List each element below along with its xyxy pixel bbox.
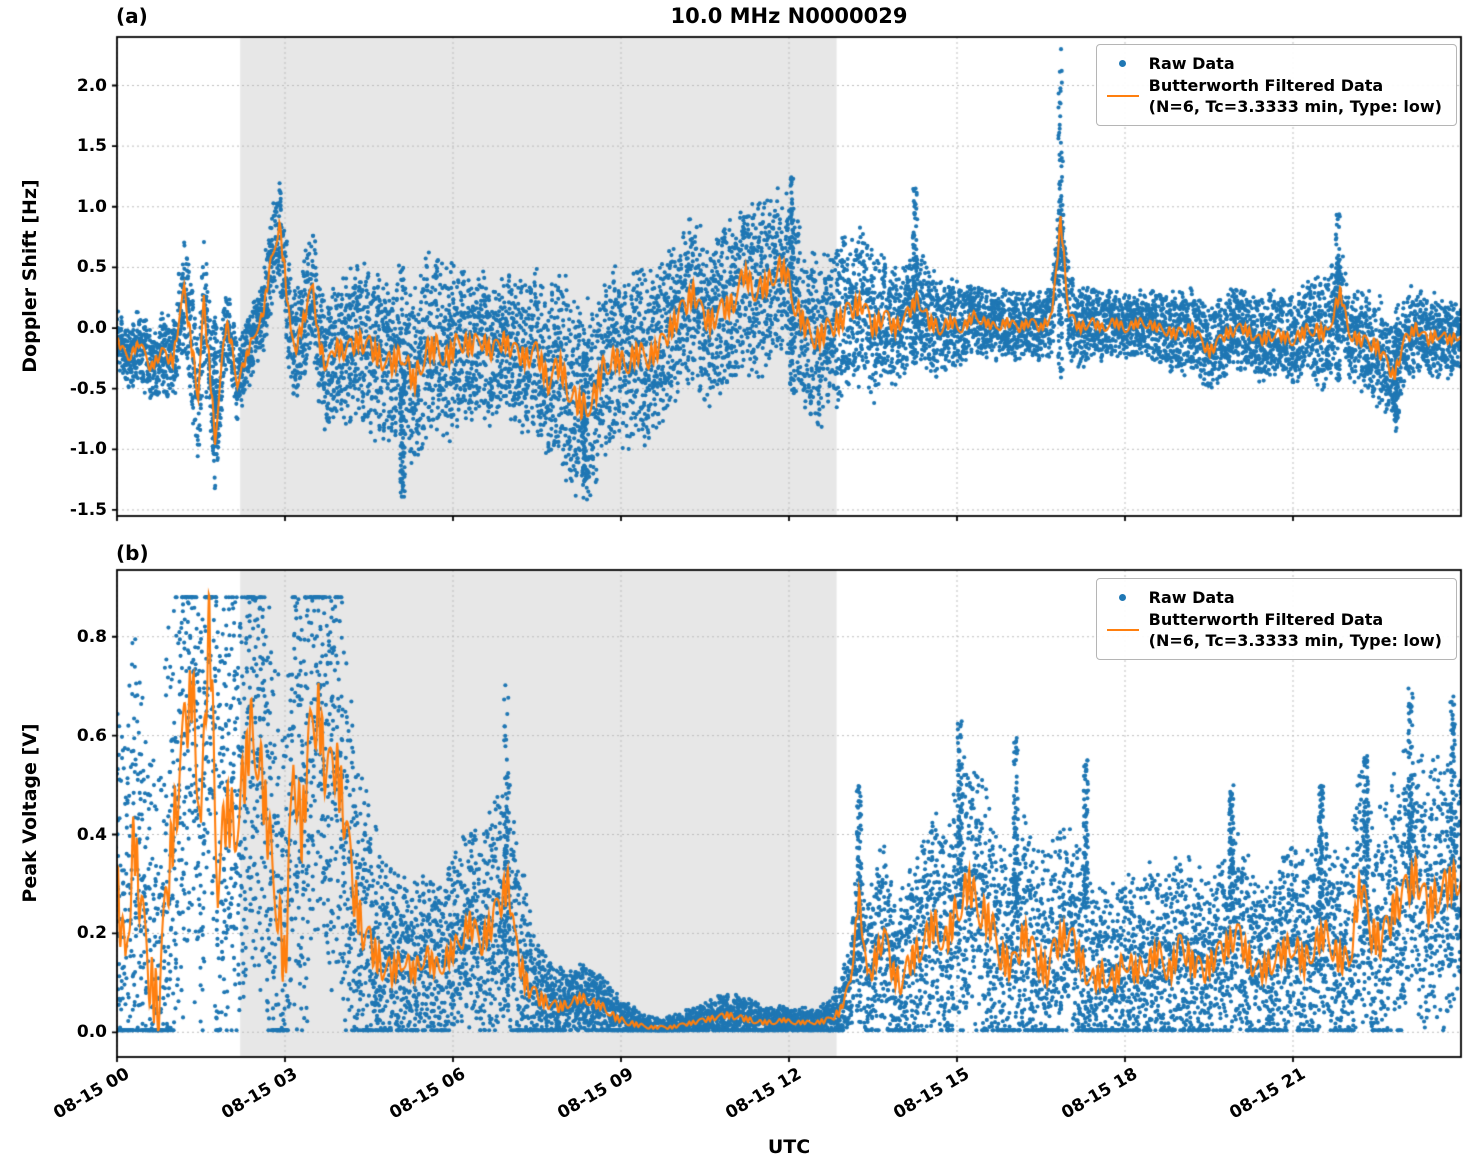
- panel-b-tag: (b): [116, 541, 149, 565]
- filtered-line-marker-icon: [1106, 629, 1139, 632]
- legend-filtered-label: Butterworth Filtered Data (N=6, Tc=3.3333…: [1148, 610, 1442, 651]
- y-tick-label: 0.0: [76, 1022, 107, 1043]
- legend-entry-raw: Raw Data: [1107, 587, 1442, 608]
- legend-filtered-label: Butterworth Filtered Data (N=6, Tc=3.3333…: [1148, 76, 1442, 117]
- y-tick-label: -1.5: [69, 499, 107, 520]
- legend-entry-raw: Raw Data: [1107, 53, 1442, 74]
- raw-data-marker-icon: [1119, 594, 1127, 602]
- filtered-line-marker-icon: [1106, 95, 1139, 98]
- legend-panel-a: Raw Data Butterworth Filtered Data (N=6, …: [1095, 44, 1457, 127]
- y-tick-label: 1.0: [76, 196, 107, 217]
- x-axis-label: UTC: [767, 1136, 811, 1158]
- y-tick-label: -0.5: [69, 378, 107, 399]
- figure-title: 10.0 MHz N0000029: [670, 4, 908, 28]
- legend-entry-filtered: Butterworth Filtered Data (N=6, Tc=3.3333…: [1106, 609, 1442, 651]
- y-tick-label: 0.5: [76, 257, 107, 278]
- panel-a-tag: (a): [116, 4, 148, 28]
- y-tick-label: 0.6: [76, 725, 107, 746]
- y-tick-label: 0.2: [76, 923, 107, 944]
- y-tick-label: 0.8: [76, 626, 107, 647]
- legend-panel-b: Raw Data Butterworth Filtered Data (N=6, …: [1095, 578, 1457, 661]
- y-tick-label: 1.5: [76, 136, 107, 157]
- y-tick-label: 2.0: [76, 75, 107, 96]
- y-tick-label: 0.4: [76, 824, 107, 845]
- y-tick-label: 0.0: [76, 318, 107, 339]
- raw-data-marker-icon: [1119, 60, 1127, 68]
- y-tick-label: -1.0: [69, 439, 107, 460]
- legend-raw-label: Raw Data: [1148, 54, 1235, 73]
- panel-b-y-axis-label: Peak Voltage [V]: [19, 723, 41, 903]
- legend-entry-filtered: Butterworth Filtered Data (N=6, Tc=3.3333…: [1106, 75, 1442, 117]
- legend-raw-label: Raw Data: [1148, 588, 1235, 607]
